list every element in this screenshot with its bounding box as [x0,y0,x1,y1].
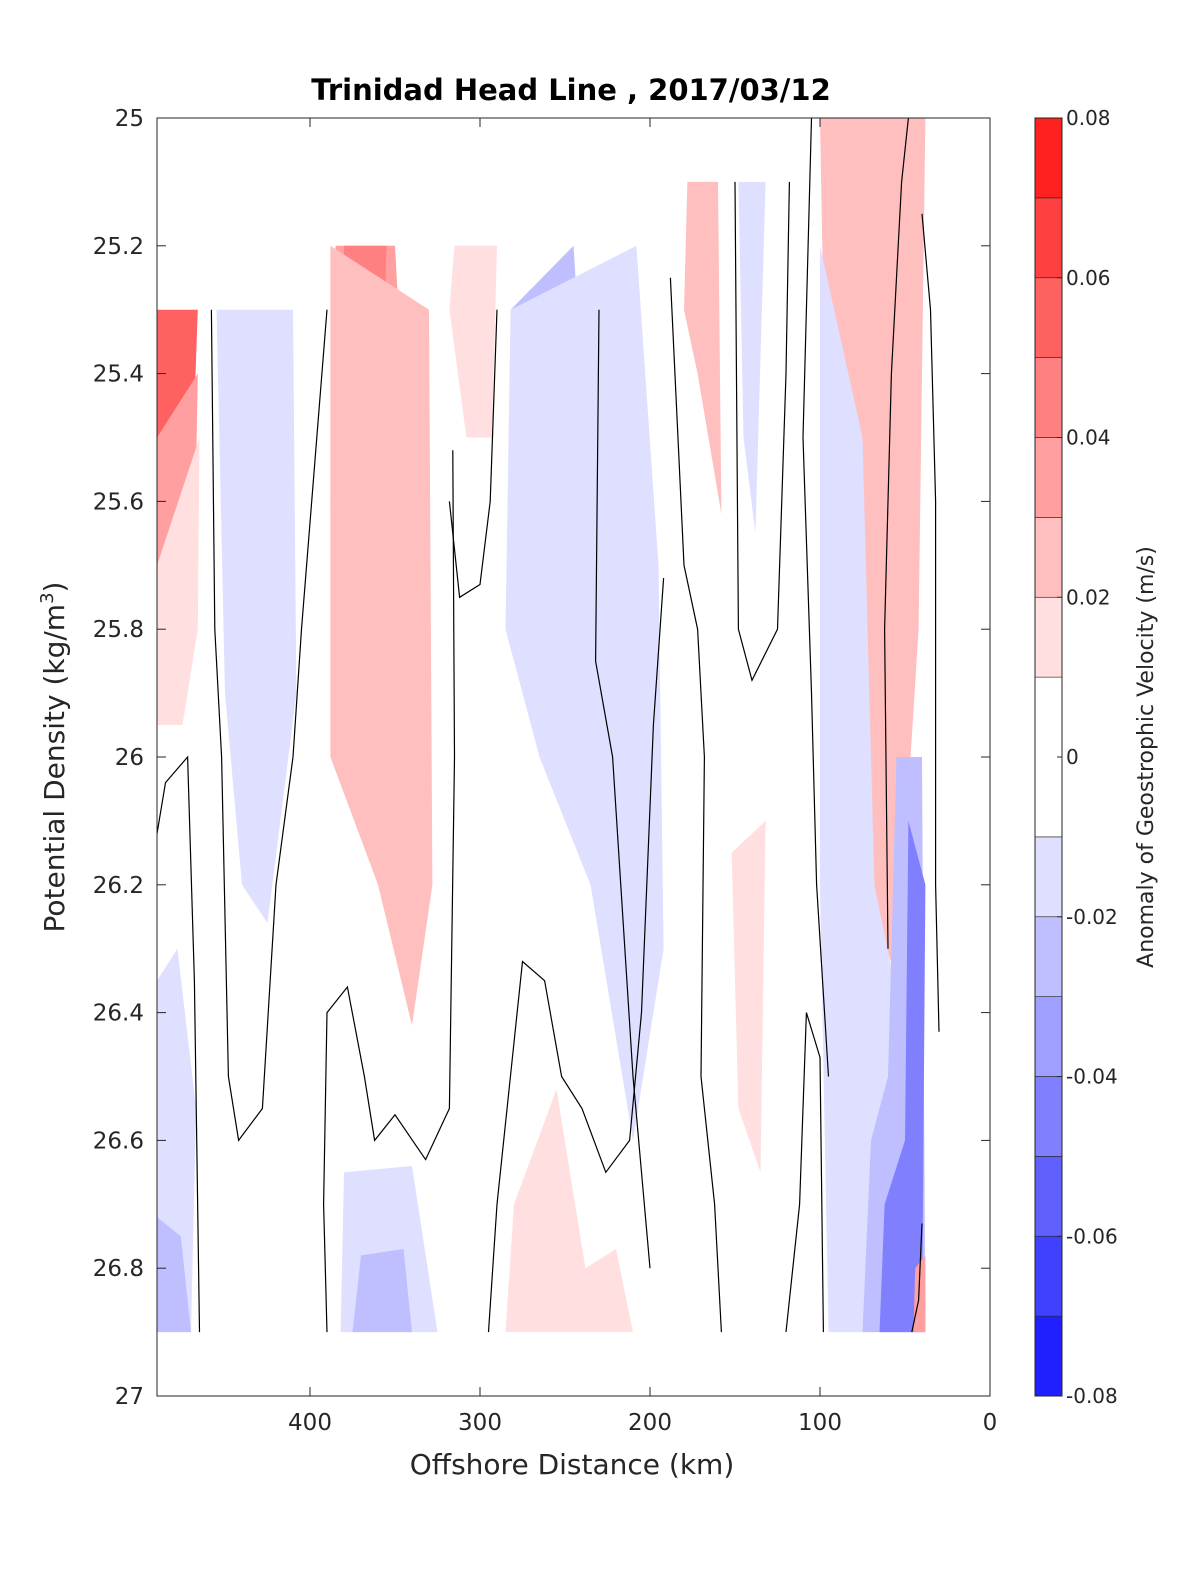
y-axis: 25 25.2 25.4 25.6 25.8 26 26.2 26.4 26.6 26.8 27 [93,106,990,1410]
colorbar-tick-label: 0 [1066,745,1079,769]
filled-contours [157,118,926,1333]
contour-region-cell-240-26.8 [505,1089,633,1333]
colorbar-band [1034,1235,1063,1317]
y-tick-label: 25.4 [93,362,144,388]
colorbar-band [1034,1315,1063,1397]
colorbar-band [1034,117,1063,199]
colorbar-tick-label: 0.06 [1066,266,1111,290]
x-axis-label: Offshore Distance (km) [410,1448,735,1481]
zero-contour-2 [322,450,456,1333]
zero-contour-9 [802,118,830,1077]
colorbar-tick-label: 0.08 [1066,106,1111,130]
chart-title: Trinidad Head Line , 2017/03/12 [311,73,831,107]
colorbar-tick-label: -0.06 [1066,1224,1118,1248]
colorbar-band [1034,596,1063,678]
x-tick-label: 100 [798,1410,842,1436]
colorbar-band [1034,197,1063,279]
colorbar-band [1034,277,1063,358]
y-tick-label: 25.2 [93,234,144,260]
colorbar-bands [1034,117,1063,1397]
y-tick-label: 26.8 [93,1256,144,1282]
colorbar-tick-label: -0.02 [1066,905,1118,929]
y-axis-label-superscript: 3 [37,592,58,603]
colorbar-tick-label: -0.04 [1066,1065,1118,1089]
zero-contour-8 [785,1012,824,1333]
zero-contour-10 [883,118,909,949]
y-axis-label-suffix: ) [38,582,71,593]
y-tick-label: 26.4 [93,1001,144,1027]
colorbar-band [1034,357,1063,438]
x-tick-label: 200 [628,1410,672,1436]
colorbar-tick-label: 0.02 [1066,585,1111,609]
y-tick-label: 25 [115,106,144,132]
zero-contour-lines [157,118,940,1333]
y-axis-label-main: Potential Density (kg/m [38,604,71,933]
colorbar-band [1034,916,1063,997]
contour-region-cell-140-25.4 [738,181,766,534]
x-tick-label: 400 [288,1410,332,1436]
zero-contour-1 [210,309,328,1142]
contour-region-cell-300-25.3 [449,245,497,438]
contour-region-cell-165-25.4 [684,181,722,515]
y-tick-label: 26.2 [93,873,144,899]
colorbar: 0.08 0.06 0.04 0.02 0 -0.02 -0.04 -0.06 -0.08 An… [1034,106,1159,1408]
colorbar-band [1034,1076,1063,1157]
x-tick-label: 300 [458,1410,502,1436]
colorbar-tick-label: 0.04 [1066,426,1111,450]
zero-contour-7 [734,181,790,682]
zero-contour-12 [911,1223,923,1333]
contour-region-cell-140-26.3 [731,820,766,1173]
zero-contour-3 [448,309,498,599]
y-tick-label: 25.8 [93,617,144,643]
zero-contour-6 [669,277,722,1333]
zero-contour-11 [921,213,940,1032]
zero-contour-5 [594,309,651,1269]
contour-region-cell-480-26.8 [157,1217,191,1333]
colorbar-tick-label: -0.08 [1066,1384,1118,1408]
y-axis-label: Potential Density (kg/m3) [37,582,71,933]
colorbar-band [1034,517,1063,598]
plot-area: 400 300 200 100 0 25 25.2 25.4 25.6 25.8 26 26.2 26… [93,106,998,1436]
colorbar-ticks: 0.08 0.06 0.04 0.02 0 -0.02 -0.04 -0.06 -0.08 [1057,106,1118,1408]
y-tick-label: 26 [115,745,144,771]
contour-region-cell-350-26.1 [330,245,433,1026]
y-tick-label: 25.6 [93,489,144,515]
colorbar-band [1034,1156,1063,1237]
colorbar-band [1034,437,1063,518]
y-tick-label: 26.6 [93,1128,144,1154]
zero-contour-0 [157,755,201,1333]
y-tick-label: 27 [115,1384,144,1410]
contour-region-cell-240-26.0 [505,245,664,1141]
zero-contour-4 [487,578,665,1333]
x-tick-label: 0 [983,1410,998,1436]
x-axis: 400 300 200 100 0 [288,118,997,1436]
colorbar-band [1034,996,1063,1077]
contour-region-cell-430-25.5 [216,309,297,924]
colorbar-band [1034,836,1063,918]
colorbar-label: Anomaly of Geostrophic Velocity (m/s) [1134,546,1159,968]
contour-region-cell-480-25.8 [157,437,200,725]
contour-region-cell-45-26.5 [879,820,926,1333]
contour-region-cell-360-26.85 [352,1249,412,1333]
